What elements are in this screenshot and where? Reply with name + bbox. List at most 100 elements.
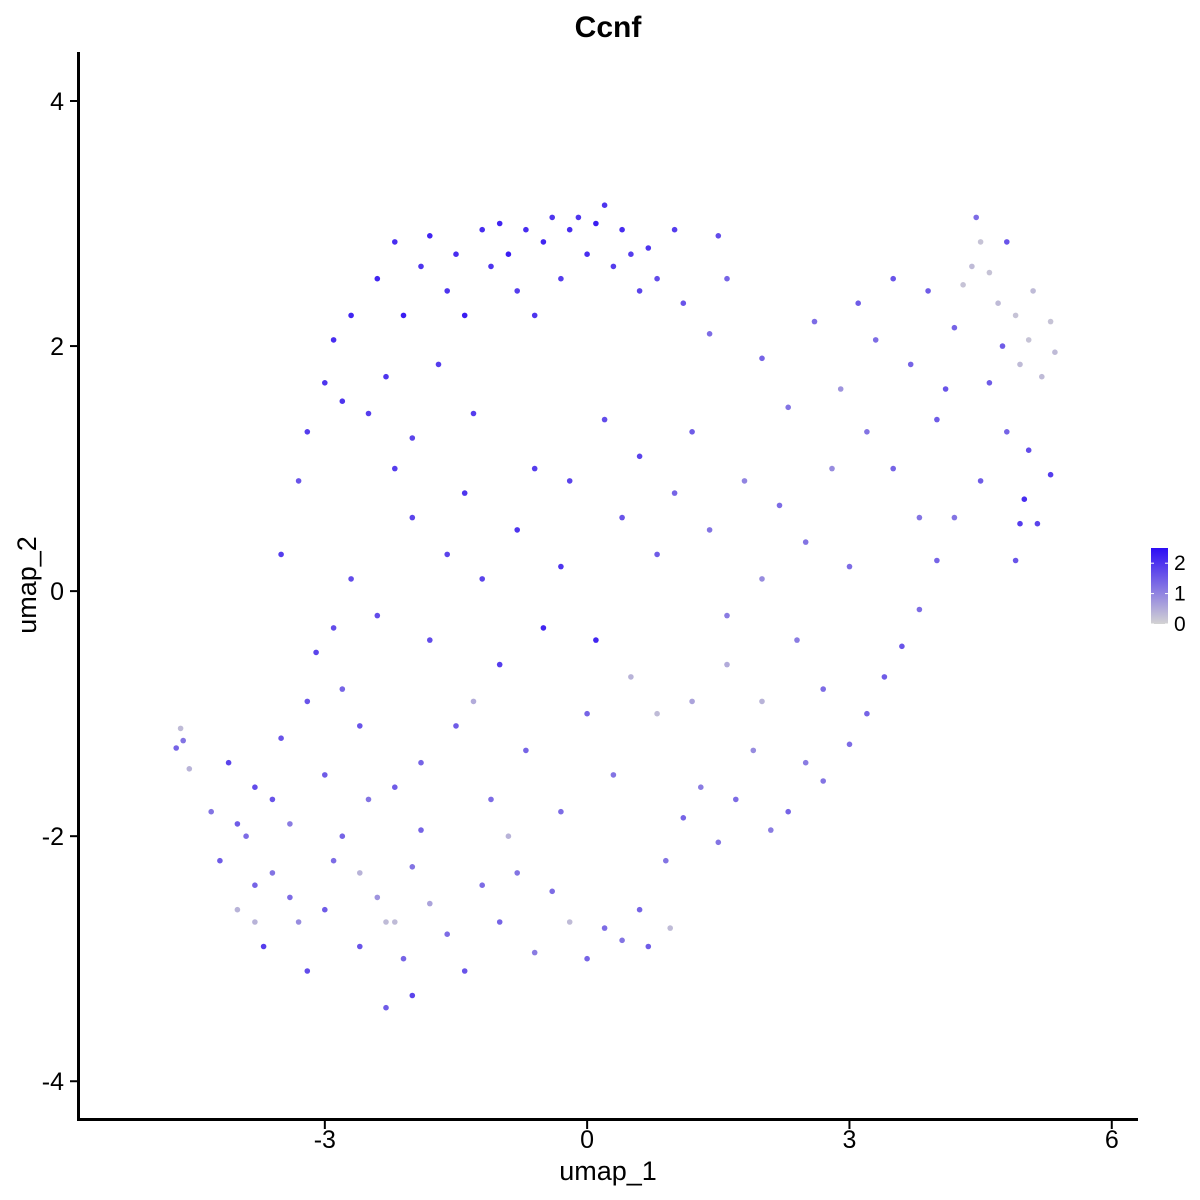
cell-point — [619, 226, 625, 233]
cell-point — [872, 337, 879, 343]
cell-point — [217, 857, 223, 864]
cell-point — [496, 919, 503, 925]
cell-point — [645, 245, 652, 251]
cell-point — [400, 955, 407, 962]
cell-point — [977, 239, 984, 245]
cell-point — [400, 312, 407, 319]
cell-point — [470, 410, 477, 417]
cell-point — [392, 465, 398, 472]
cell-point — [628, 251, 634, 257]
cell-point — [934, 416, 940, 423]
y-axis-title: umap_2 — [12, 536, 42, 634]
cell-point — [278, 735, 284, 741]
cell-point — [208, 808, 214, 815]
cell-point — [330, 625, 337, 631]
y-tick-label: 4 — [50, 88, 64, 116]
cell-point — [549, 214, 555, 221]
cell-point — [357, 723, 363, 729]
x-tick-label: 6 — [1105, 1126, 1119, 1154]
cell-point — [1025, 337, 1032, 343]
cell-point — [496, 661, 503, 668]
x-tick-label: -3 — [314, 1126, 336, 1154]
cell-point — [645, 943, 652, 950]
cell-point — [951, 514, 958, 521]
cell-point — [427, 637, 433, 643]
cell-point — [374, 612, 381, 619]
cell-point — [715, 839, 722, 846]
cell-point — [523, 226, 529, 233]
cell-point — [427, 900, 433, 907]
cell-point — [348, 576, 354, 582]
cell-point — [260, 943, 267, 950]
cell-point — [1047, 471, 1054, 478]
cell-point — [1021, 496, 1028, 503]
cell-point — [671, 226, 678, 233]
cell-point — [628, 674, 634, 680]
cell-point — [636, 453, 643, 460]
cell-point — [741, 478, 748, 484]
cell-point — [601, 925, 608, 931]
cell-point — [820, 778, 826, 784]
cell-point — [671, 490, 678, 496]
cell-point — [392, 239, 398, 245]
cell-point — [453, 251, 459, 257]
cell-point — [295, 478, 302, 484]
cell-point — [907, 361, 914, 368]
cell-point — [409, 435, 416, 441]
cell-point — [986, 380, 993, 386]
cell-point — [995, 300, 1001, 307]
cell-point — [505, 833, 512, 839]
cell-point — [357, 943, 363, 950]
cell-point — [330, 857, 337, 864]
cell-point — [531, 465, 538, 472]
cell-point — [278, 551, 284, 558]
cell-point — [287, 894, 293, 901]
cell-point — [680, 815, 687, 821]
cell-point — [934, 557, 940, 564]
cell-point — [584, 251, 590, 257]
cell-point — [890, 275, 896, 282]
cell-point — [759, 698, 765, 705]
cell-point — [1047, 318, 1054, 325]
cell-point — [575, 214, 582, 221]
cell-point — [392, 919, 398, 925]
cell-point — [339, 833, 346, 839]
cell-point — [540, 625, 547, 631]
cell-point — [619, 514, 625, 521]
cell-point — [837, 386, 844, 392]
cell-point — [899, 643, 905, 650]
cell-point — [584, 710, 590, 717]
cell-point — [514, 288, 520, 294]
cell-point — [1017, 520, 1023, 527]
cell-point — [969, 263, 975, 270]
cell-point — [304, 968, 311, 974]
cell-point — [1034, 520, 1041, 527]
cell-point — [461, 490, 468, 496]
cell-point — [1017, 361, 1023, 368]
cell-point — [1052, 349, 1058, 356]
cell-point — [523, 747, 529, 754]
cell-point — [724, 661, 730, 668]
cell-point — [558, 275, 564, 282]
cell-point — [636, 288, 643, 294]
cell-point — [531, 312, 538, 319]
cell-point — [601, 416, 608, 423]
cell-point — [593, 220, 599, 227]
cell-point — [654, 710, 660, 717]
cell-point — [768, 827, 774, 833]
cell-point — [733, 796, 739, 803]
cell-point — [785, 808, 791, 815]
cell-point — [418, 263, 424, 270]
cell-point — [759, 576, 765, 582]
cell-point — [339, 686, 346, 692]
cell-point — [942, 386, 949, 392]
cell-point — [470, 698, 477, 705]
colorbar-tick-label: 1 — [1174, 583, 1186, 606]
cell-point — [409, 514, 416, 521]
cell-point — [864, 429, 870, 435]
cell-point — [715, 233, 722, 239]
cell-point — [667, 925, 673, 931]
cell-point — [973, 214, 979, 221]
x-axis-title: umap_1 — [559, 1156, 657, 1186]
